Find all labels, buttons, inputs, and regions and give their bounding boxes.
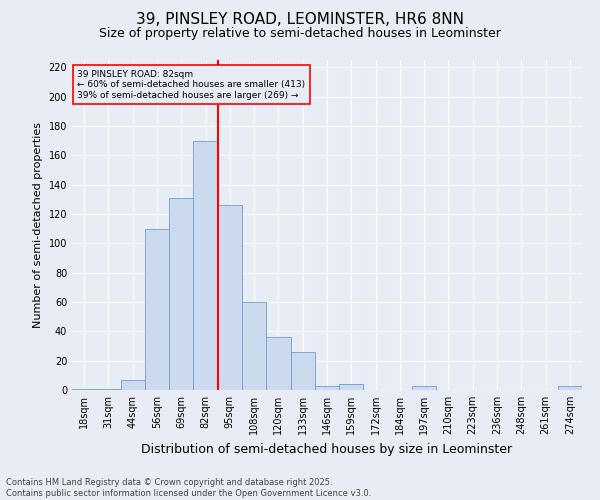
Text: Contains HM Land Registry data © Crown copyright and database right 2025.
Contai: Contains HM Land Registry data © Crown c… <box>6 478 371 498</box>
Bar <box>218 205 242 390</box>
Text: Size of property relative to semi-detached houses in Leominster: Size of property relative to semi-detach… <box>99 28 501 40</box>
Y-axis label: Number of semi-detached properties: Number of semi-detached properties <box>33 122 43 328</box>
Bar <box>339 384 364 390</box>
Bar <box>96 388 121 390</box>
Bar <box>315 386 339 390</box>
Bar <box>169 198 193 390</box>
Bar <box>193 140 218 390</box>
Text: 39, PINSLEY ROAD, LEOMINSTER, HR6 8NN: 39, PINSLEY ROAD, LEOMINSTER, HR6 8NN <box>136 12 464 28</box>
Bar <box>242 302 266 390</box>
Bar <box>412 386 436 390</box>
Bar <box>290 352 315 390</box>
Bar <box>558 386 582 390</box>
X-axis label: Distribution of semi-detached houses by size in Leominster: Distribution of semi-detached houses by … <box>142 442 512 456</box>
Bar <box>266 337 290 390</box>
Bar <box>145 228 169 390</box>
Text: 39 PINSLEY ROAD: 82sqm
← 60% of semi-detached houses are smaller (413)
39% of se: 39 PINSLEY ROAD: 82sqm ← 60% of semi-det… <box>77 70 305 100</box>
Bar <box>121 380 145 390</box>
Bar <box>72 388 96 390</box>
